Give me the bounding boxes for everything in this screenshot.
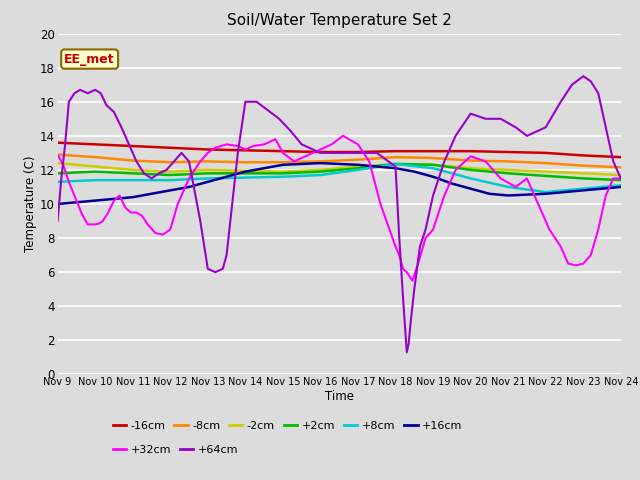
Title: Soil/Water Temperature Set 2: Soil/Water Temperature Set 2 xyxy=(227,13,452,28)
Y-axis label: Temperature (C): Temperature (C) xyxy=(24,156,37,252)
Text: EE_met: EE_met xyxy=(65,53,115,66)
X-axis label: Time: Time xyxy=(324,390,354,403)
Legend: +32cm, +64cm: +32cm, +64cm xyxy=(108,440,243,459)
